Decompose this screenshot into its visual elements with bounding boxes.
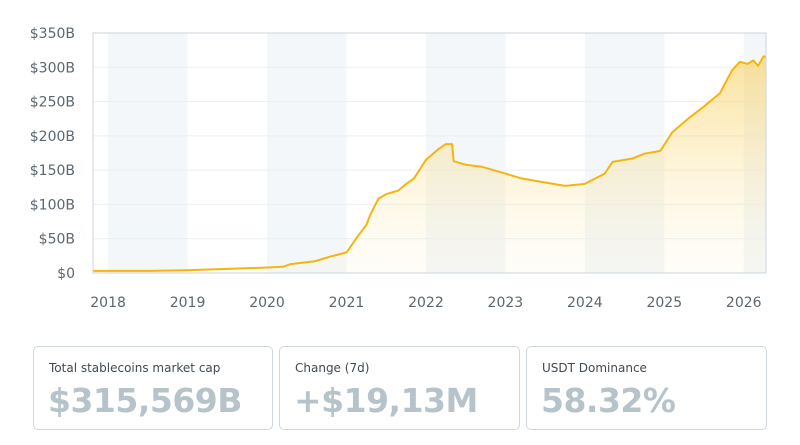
y-tick-label: $350B (30, 26, 75, 42)
x-tick-label: 2025 (646, 295, 682, 311)
series-line (93, 55, 767, 272)
year-band (108, 33, 188, 273)
y-tick-label: $0 (57, 266, 75, 282)
y-tick-label: $150B (30, 163, 75, 179)
x-tick-label: 2021 (329, 295, 365, 311)
y-tick-label: $300B (30, 60, 75, 76)
x-tick-label: 2020 (249, 295, 285, 311)
x-tick-label: 2026 (726, 295, 762, 311)
stat-label: USDT Dominance (542, 361, 647, 375)
x-tick-label: 2018 (90, 295, 126, 311)
x-tick-label: 2019 (170, 295, 206, 311)
series-area (93, 56, 766, 273)
y-tick-label: $200B (30, 129, 75, 145)
x-tick-label: 2023 (488, 295, 524, 311)
x-tick-label: 2024 (567, 295, 603, 311)
stat-value: +$19,13M (294, 381, 478, 420)
market-cap-chart: $0 $50B $100B $150B $200B $250B $300B $350B 2018… (30, 26, 767, 311)
stat-card-total-market-cap: Total stablecoins market cap $315,569B (33, 346, 273, 430)
y-tick-label: $50B (39, 232, 75, 248)
stat-value: 58.32% (541, 381, 676, 420)
stat-value: $315,569B (48, 381, 242, 420)
y-tick-label: $250B (30, 95, 75, 111)
plot-frame (92, 32, 767, 274)
x-tick-label: 2022 (408, 295, 444, 311)
stat-label: Total stablecoins market cap (49, 361, 221, 375)
stat-label: Change (7d) (295, 361, 370, 375)
stat-card-change-7d: Change (7d) +$19,13M (279, 346, 520, 430)
y-tick-label: $100B (30, 197, 75, 213)
stat-card-usdt-dominance: USDT Dominance 58.32% (526, 346, 767, 430)
year-band (267, 33, 347, 273)
